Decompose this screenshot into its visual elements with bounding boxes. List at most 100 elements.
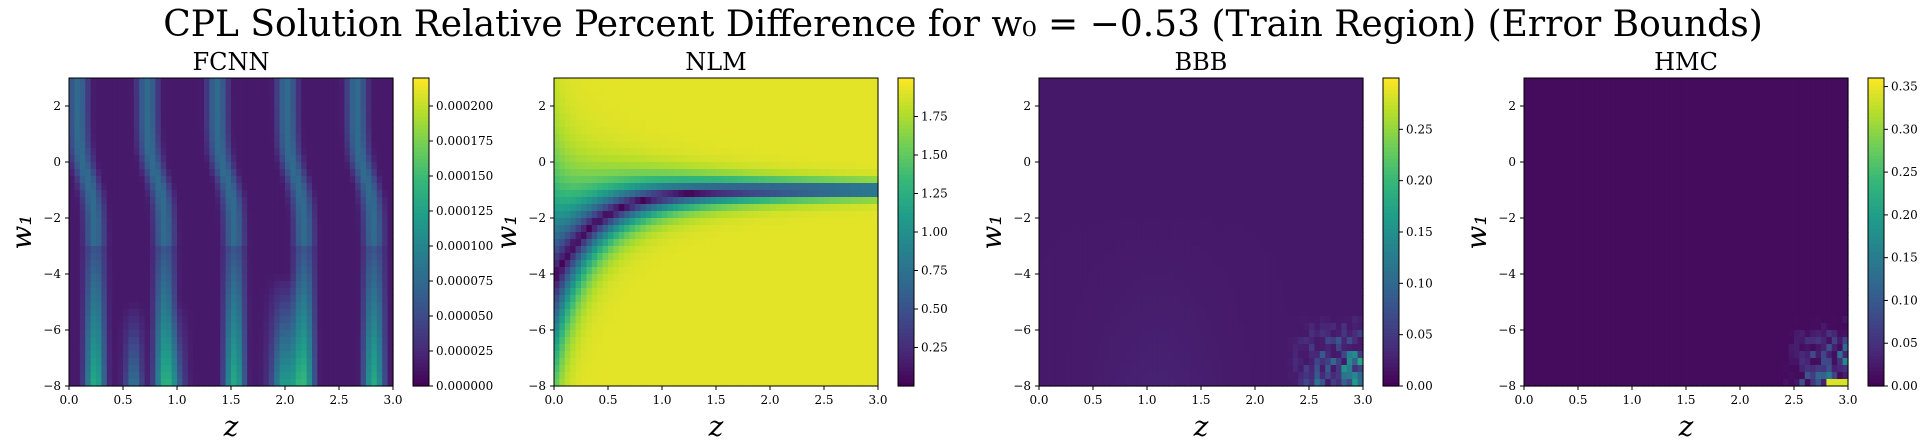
heatmap-cell — [344, 239, 351, 247]
heatmap-cell — [726, 372, 733, 380]
heatmap-cell — [559, 120, 566, 128]
heatmap-cell — [295, 190, 302, 198]
heatmap-cell — [112, 344, 119, 352]
heatmap-cell — [382, 155, 389, 163]
heatmap-cell — [279, 127, 286, 135]
heatmap-cell — [328, 316, 335, 324]
heatmap-cell — [613, 225, 620, 233]
heatmap-cell — [295, 309, 302, 317]
heatmap-cell — [150, 267, 156, 275]
heatmap-cell — [678, 190, 685, 198]
heatmap-cell — [177, 288, 183, 296]
heatmap-cell — [387, 253, 394, 261]
heatmap-cell — [608, 134, 614, 142]
heatmap-cell — [328, 190, 335, 198]
heatmap-cell — [344, 218, 351, 226]
heatmap-cell — [263, 85, 270, 93]
heatmap-cell — [775, 204, 782, 212]
heatmap-cell — [770, 288, 776, 296]
heatmap-cell — [236, 246, 243, 254]
heatmap-cell — [716, 379, 722, 387]
heatmap-cell — [317, 379, 324, 387]
heatmap-cell — [651, 218, 658, 226]
heatmap-cell — [123, 295, 129, 303]
heatmap-cell — [295, 267, 302, 275]
heatmap-cell — [807, 225, 814, 233]
heatmap-cell — [618, 155, 625, 163]
heatmap-cell — [317, 316, 324, 324]
heatmap-cell — [732, 148, 739, 156]
heatmap-cell — [667, 120, 674, 128]
heatmap-cell — [597, 323, 604, 331]
heatmap-cell — [656, 267, 663, 275]
heatmap-cell — [112, 330, 119, 338]
heatmap-cell — [274, 148, 281, 156]
heatmap-cell — [85, 295, 92, 303]
heatmap-cell — [268, 337, 275, 345]
heatmap-cell — [689, 323, 695, 331]
heatmap-cell — [344, 113, 351, 121]
heatmap-cell — [683, 78, 690, 86]
heatmap-cell — [360, 134, 367, 142]
heatmap-cell — [252, 288, 259, 296]
heatmap-cell — [759, 372, 766, 380]
heatmap-cell — [231, 358, 237, 366]
heatmap-cell — [791, 295, 798, 303]
heatmap-cell — [797, 183, 803, 191]
heatmap-cell — [252, 372, 259, 380]
heatmap-cell — [570, 239, 577, 247]
heatmap-cell — [689, 92, 695, 100]
heatmap-cell — [252, 204, 259, 212]
heatmap-cell — [328, 295, 335, 303]
heatmap-cell — [128, 197, 135, 205]
heatmap-cell — [69, 365, 75, 373]
heatmap-cell — [166, 253, 173, 261]
heatmap-cell — [214, 169, 221, 177]
heatmap-cell — [662, 197, 668, 205]
heatmap-cell — [333, 288, 340, 296]
heatmap-cell — [732, 330, 739, 338]
heatmap-cell — [387, 372, 394, 380]
heatmap-cell — [349, 232, 356, 240]
heatmap-cell — [780, 78, 787, 86]
heatmap-cell — [252, 106, 259, 114]
heatmap-cell — [581, 162, 587, 170]
heatmap-cell — [656, 127, 663, 135]
heatmap-cell — [775, 92, 782, 100]
heatmap-cell — [699, 239, 706, 247]
heatmap-cell — [376, 113, 383, 121]
heatmap-cell — [268, 330, 275, 338]
heatmap-cell — [204, 267, 210, 275]
heatmap-cell — [699, 197, 706, 205]
heatmap-cell — [139, 302, 146, 310]
heatmap-cell — [807, 78, 814, 86]
heatmap-cell — [123, 155, 129, 163]
heatmap-cell — [209, 253, 216, 261]
heatmap-cell — [570, 302, 577, 310]
heatmap-cell — [295, 260, 302, 268]
heatmap-cell — [748, 302, 755, 310]
heatmap-cell — [651, 134, 658, 142]
heatmap-cell — [786, 183, 793, 191]
heatmap-cell — [193, 316, 200, 324]
heatmap-cell — [344, 281, 351, 289]
heatmap-cell — [602, 344, 609, 352]
heatmap-cell — [258, 99, 264, 107]
heatmap-cell — [85, 169, 92, 177]
heatmap-cell — [90, 92, 97, 100]
heatmap-cell — [786, 365, 793, 373]
heatmap-cell — [144, 239, 151, 247]
colorbar-segment — [413, 178, 429, 183]
heatmap-cell — [312, 246, 318, 254]
heatmap-cell — [743, 169, 749, 177]
heatmap-cell — [106, 330, 113, 338]
heatmap-cell — [705, 379, 712, 387]
heatmap-cell — [349, 351, 356, 359]
heatmap-cell — [241, 218, 248, 226]
heatmap-cell — [618, 344, 625, 352]
heatmap-cell — [225, 246, 232, 254]
heatmap-cell — [274, 316, 281, 324]
heatmap-cell — [581, 85, 587, 93]
heatmap-cell — [797, 92, 803, 100]
heatmap-cell — [710, 351, 717, 359]
